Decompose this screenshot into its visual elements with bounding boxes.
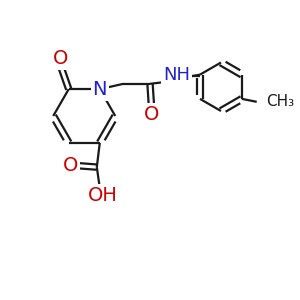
- Text: O: O: [53, 50, 68, 68]
- Text: NH: NH: [163, 66, 190, 84]
- Text: CH₃: CH₃: [266, 94, 294, 109]
- Text: O: O: [144, 105, 159, 124]
- Text: OH: OH: [88, 186, 118, 205]
- Text: O: O: [62, 156, 78, 175]
- Text: N: N: [92, 80, 107, 99]
